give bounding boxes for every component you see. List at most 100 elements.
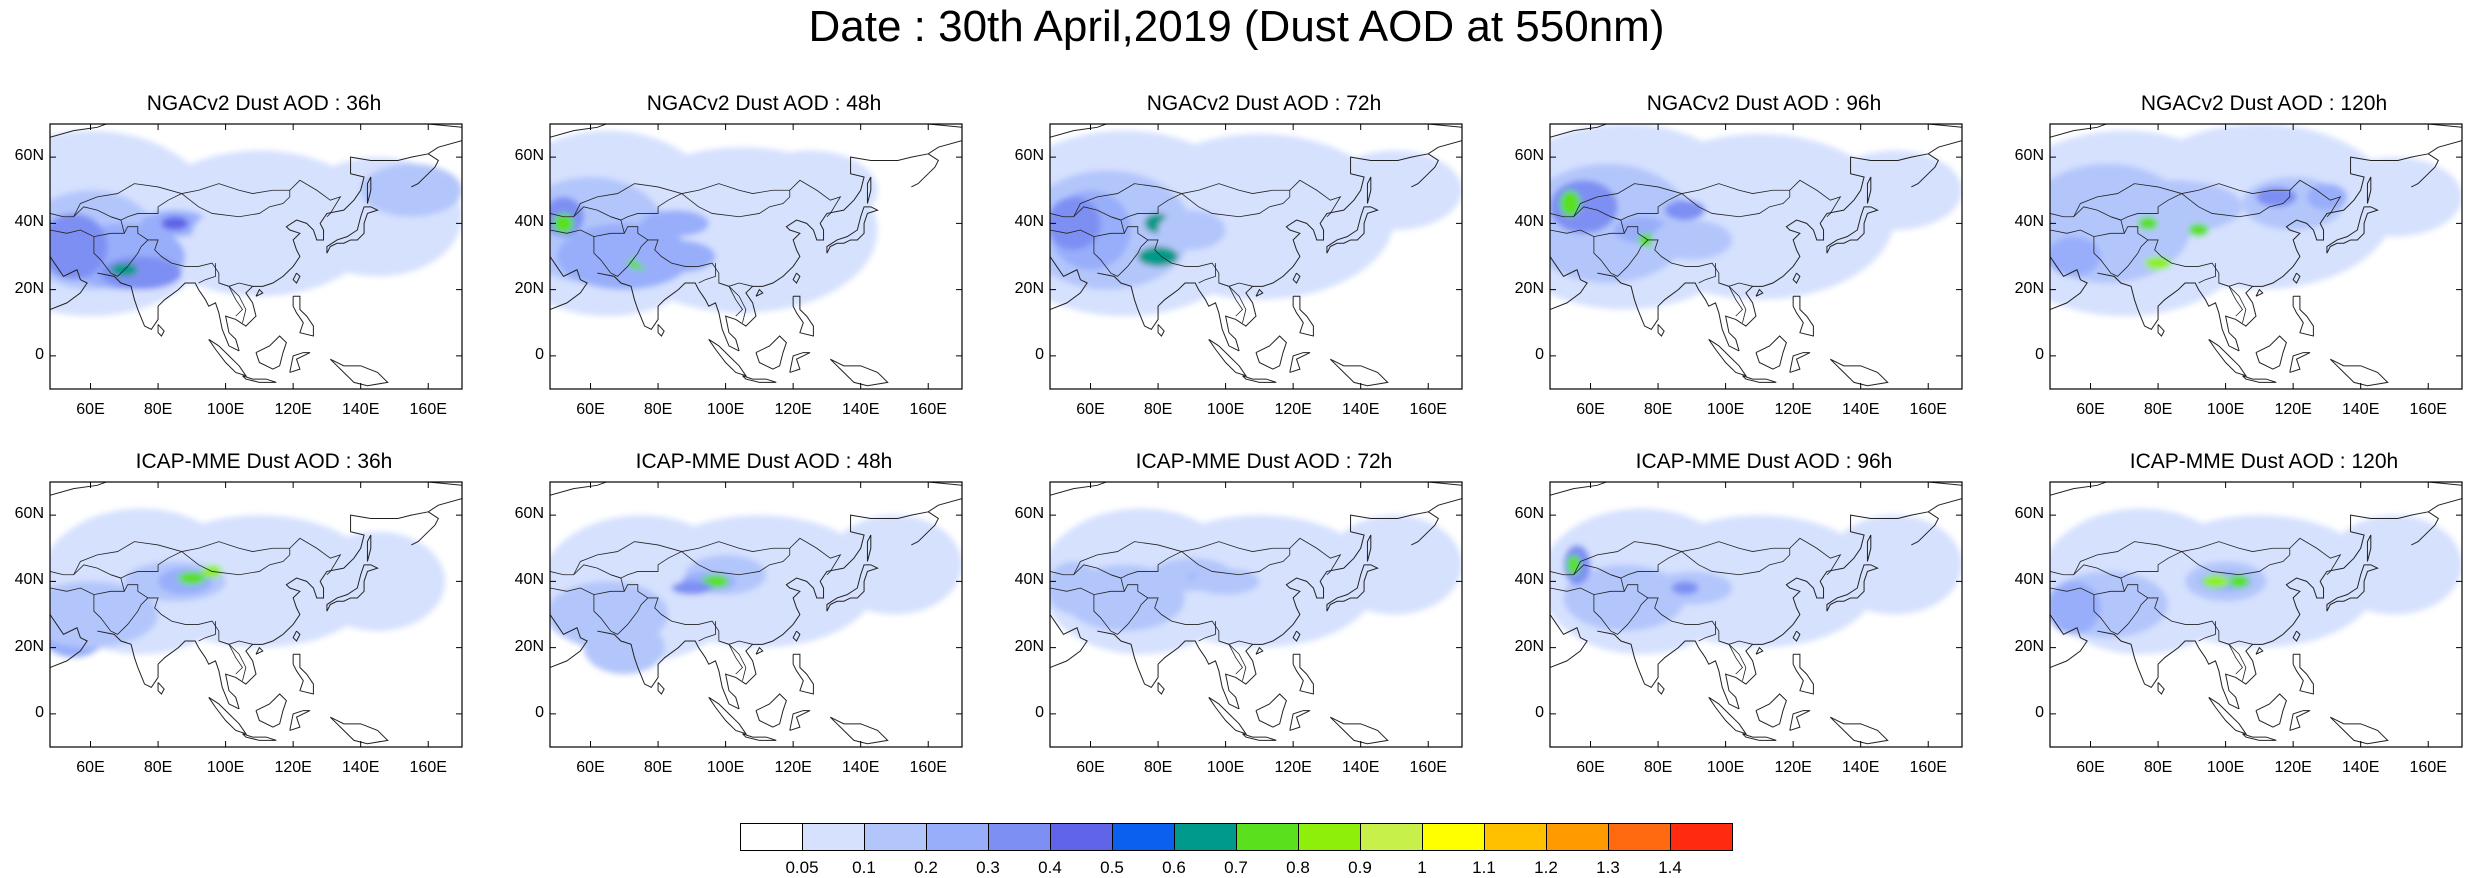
map-panel: NGACv2 Dust AOD : 36h 60N 40N 20N 0 60E 80E 100… xyxy=(10,92,463,452)
y-tick-label: 40N xyxy=(1514,571,1544,589)
coastline xyxy=(1289,710,1311,731)
x-tick-label: 140E xyxy=(2342,759,2380,776)
dust-aod-map xyxy=(2049,123,2463,390)
colorbar-swatch xyxy=(1484,823,1547,851)
dust-plume xyxy=(141,515,378,648)
y-tick-label: 0 xyxy=(1035,703,1044,721)
dust-plume xyxy=(191,210,260,264)
colorbar-swatch xyxy=(1360,823,1423,851)
y-tick-label: 0 xyxy=(1035,345,1044,363)
map-panel: ICAP-MME Dust AOD : 36h 60N 40N 20N 0 60E 80E 1… xyxy=(10,450,463,810)
coastline xyxy=(1050,614,1088,668)
country-border xyxy=(681,190,791,218)
coastline xyxy=(2050,482,2462,496)
y-tick-label: 20N xyxy=(1014,279,1044,297)
y-tick-label: 60N xyxy=(2014,147,2044,165)
coastline xyxy=(657,324,665,337)
country-border xyxy=(93,594,149,635)
country-border xyxy=(593,594,649,635)
dust-aod-map xyxy=(1049,481,1463,748)
coastline xyxy=(1157,682,1165,695)
country-border xyxy=(698,621,716,642)
coastline xyxy=(2255,646,2264,655)
coastline xyxy=(50,482,462,496)
map-panel: ICAP-MME Dust AOD : 48h 60N 40N 20N 0 60E 80E 1… xyxy=(510,450,963,810)
x-tick-label: 100E xyxy=(1706,759,1745,776)
coastline xyxy=(1411,511,1440,546)
coastline xyxy=(1208,696,1248,735)
coastline xyxy=(2224,498,2462,710)
country-border xyxy=(728,286,744,317)
map-panel: NGACv2 Dust AOD : 120h 60N 40N 20N 0 60E 80E 10… xyxy=(2010,92,2463,452)
x-tick-label: 160E xyxy=(909,401,947,418)
y-tick-label: 20N xyxy=(14,279,44,297)
coastline xyxy=(1911,511,1940,546)
colorbar-swatch xyxy=(802,823,865,851)
x-tick-label: 80E xyxy=(1643,759,1673,776)
coastline xyxy=(289,352,311,373)
dust-plume xyxy=(1651,220,1733,260)
dust-plume xyxy=(1560,190,1581,217)
x-tick-label: 60E xyxy=(576,401,605,418)
y-tick-label: 60N xyxy=(1014,147,1044,165)
country-border xyxy=(550,226,753,287)
x-tick-label: 60E xyxy=(76,401,105,418)
dust-plume xyxy=(1158,210,1226,250)
country-border xyxy=(198,621,216,642)
colorbar-label: 1.3 xyxy=(1596,858,1620,877)
country-border xyxy=(610,574,625,592)
map-panel: NGACv2 Dust AOD : 96h 60N 40N 20N 0 60E 80E 100… xyxy=(1510,92,1963,452)
x-tick-label: 80E xyxy=(643,401,673,418)
coastline xyxy=(2366,176,2372,204)
country-border xyxy=(2093,236,2149,277)
coastline xyxy=(866,534,872,562)
coastline xyxy=(289,710,311,731)
dust-field xyxy=(1550,482,1962,747)
country-border xyxy=(218,282,247,323)
y-tick-label: 0 xyxy=(2035,345,2044,363)
coastline xyxy=(50,256,88,310)
coastline xyxy=(742,375,777,383)
country-border xyxy=(2198,263,2216,284)
dust-aod-map xyxy=(549,481,963,748)
coastline xyxy=(789,710,811,731)
map-panel: ICAP-MME Dust AOD : 96h 60N 40N 20N 0 60E 80E 1… xyxy=(1510,450,1963,810)
coastline xyxy=(1829,716,1889,745)
map-frame xyxy=(1049,481,1463,748)
coastline xyxy=(50,124,462,138)
map-frame xyxy=(2049,123,2463,390)
coastline xyxy=(597,272,740,352)
colorbar-swatch xyxy=(1422,823,1485,851)
y-tick-label: 60N xyxy=(514,505,544,523)
y-tick-label: 40N xyxy=(1014,571,1044,589)
x-tick-label: 100E xyxy=(206,759,245,776)
coastline xyxy=(255,335,287,370)
coastline xyxy=(2366,534,2372,562)
country-border xyxy=(1093,594,1149,635)
coastline xyxy=(1097,630,1240,710)
coastline xyxy=(326,206,379,254)
coastline xyxy=(742,733,777,741)
x-tick-label: 100E xyxy=(706,401,745,418)
y-tick-label: 60N xyxy=(1014,505,1044,523)
map-frame xyxy=(1549,481,1963,748)
colorbar-swatch xyxy=(740,823,803,851)
panel-title: NGACv2 Dust AOD : 120h xyxy=(2140,92,2388,115)
dust-plume xyxy=(2201,574,2229,588)
coastline xyxy=(2255,288,2264,297)
x-tick-label: 80E xyxy=(1143,401,1173,418)
coastline xyxy=(1208,338,1248,377)
dust-plume xyxy=(1050,196,1101,250)
dust-field xyxy=(550,482,962,747)
coastline xyxy=(411,153,440,188)
x-tick-label: 160E xyxy=(1909,759,1947,776)
x-tick-label: 100E xyxy=(206,401,245,418)
coastline xyxy=(1755,335,1787,370)
dust-plume xyxy=(1826,515,1962,615)
country-border xyxy=(1228,644,1244,675)
country-border xyxy=(228,286,244,317)
coastline xyxy=(208,338,248,377)
x-tick-label: 160E xyxy=(909,759,947,776)
coastline xyxy=(708,696,748,735)
coastline xyxy=(1329,358,1389,387)
